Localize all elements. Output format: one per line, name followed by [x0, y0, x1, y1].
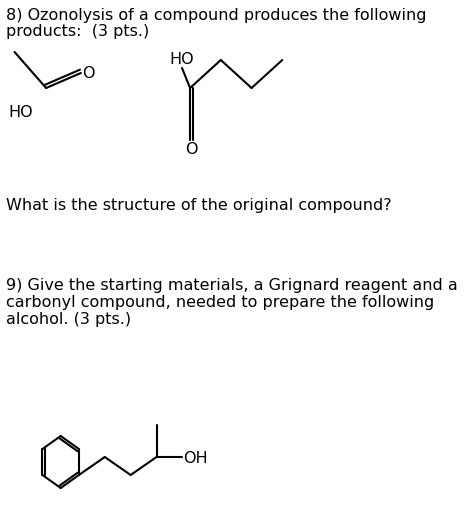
Text: products:  (3 pts.): products: (3 pts.)	[7, 24, 150, 39]
Text: HO: HO	[170, 52, 194, 67]
Text: O: O	[82, 66, 95, 81]
Text: OH: OH	[183, 451, 208, 466]
Text: HO: HO	[8, 105, 33, 120]
Text: 8) Ozonolysis of a compound produces the following: 8) Ozonolysis of a compound produces the…	[7, 8, 427, 23]
Text: alcohol. (3 pts.): alcohol. (3 pts.)	[7, 312, 132, 327]
Text: carbonyl compound, needed to prepare the following: carbonyl compound, needed to prepare the…	[7, 295, 435, 310]
Text: O: O	[185, 142, 198, 157]
Text: What is the structure of the original compound?: What is the structure of the original co…	[7, 198, 392, 213]
Text: 9) Give the starting materials, a Grignard reagent and a: 9) Give the starting materials, a Grigna…	[7, 278, 458, 293]
